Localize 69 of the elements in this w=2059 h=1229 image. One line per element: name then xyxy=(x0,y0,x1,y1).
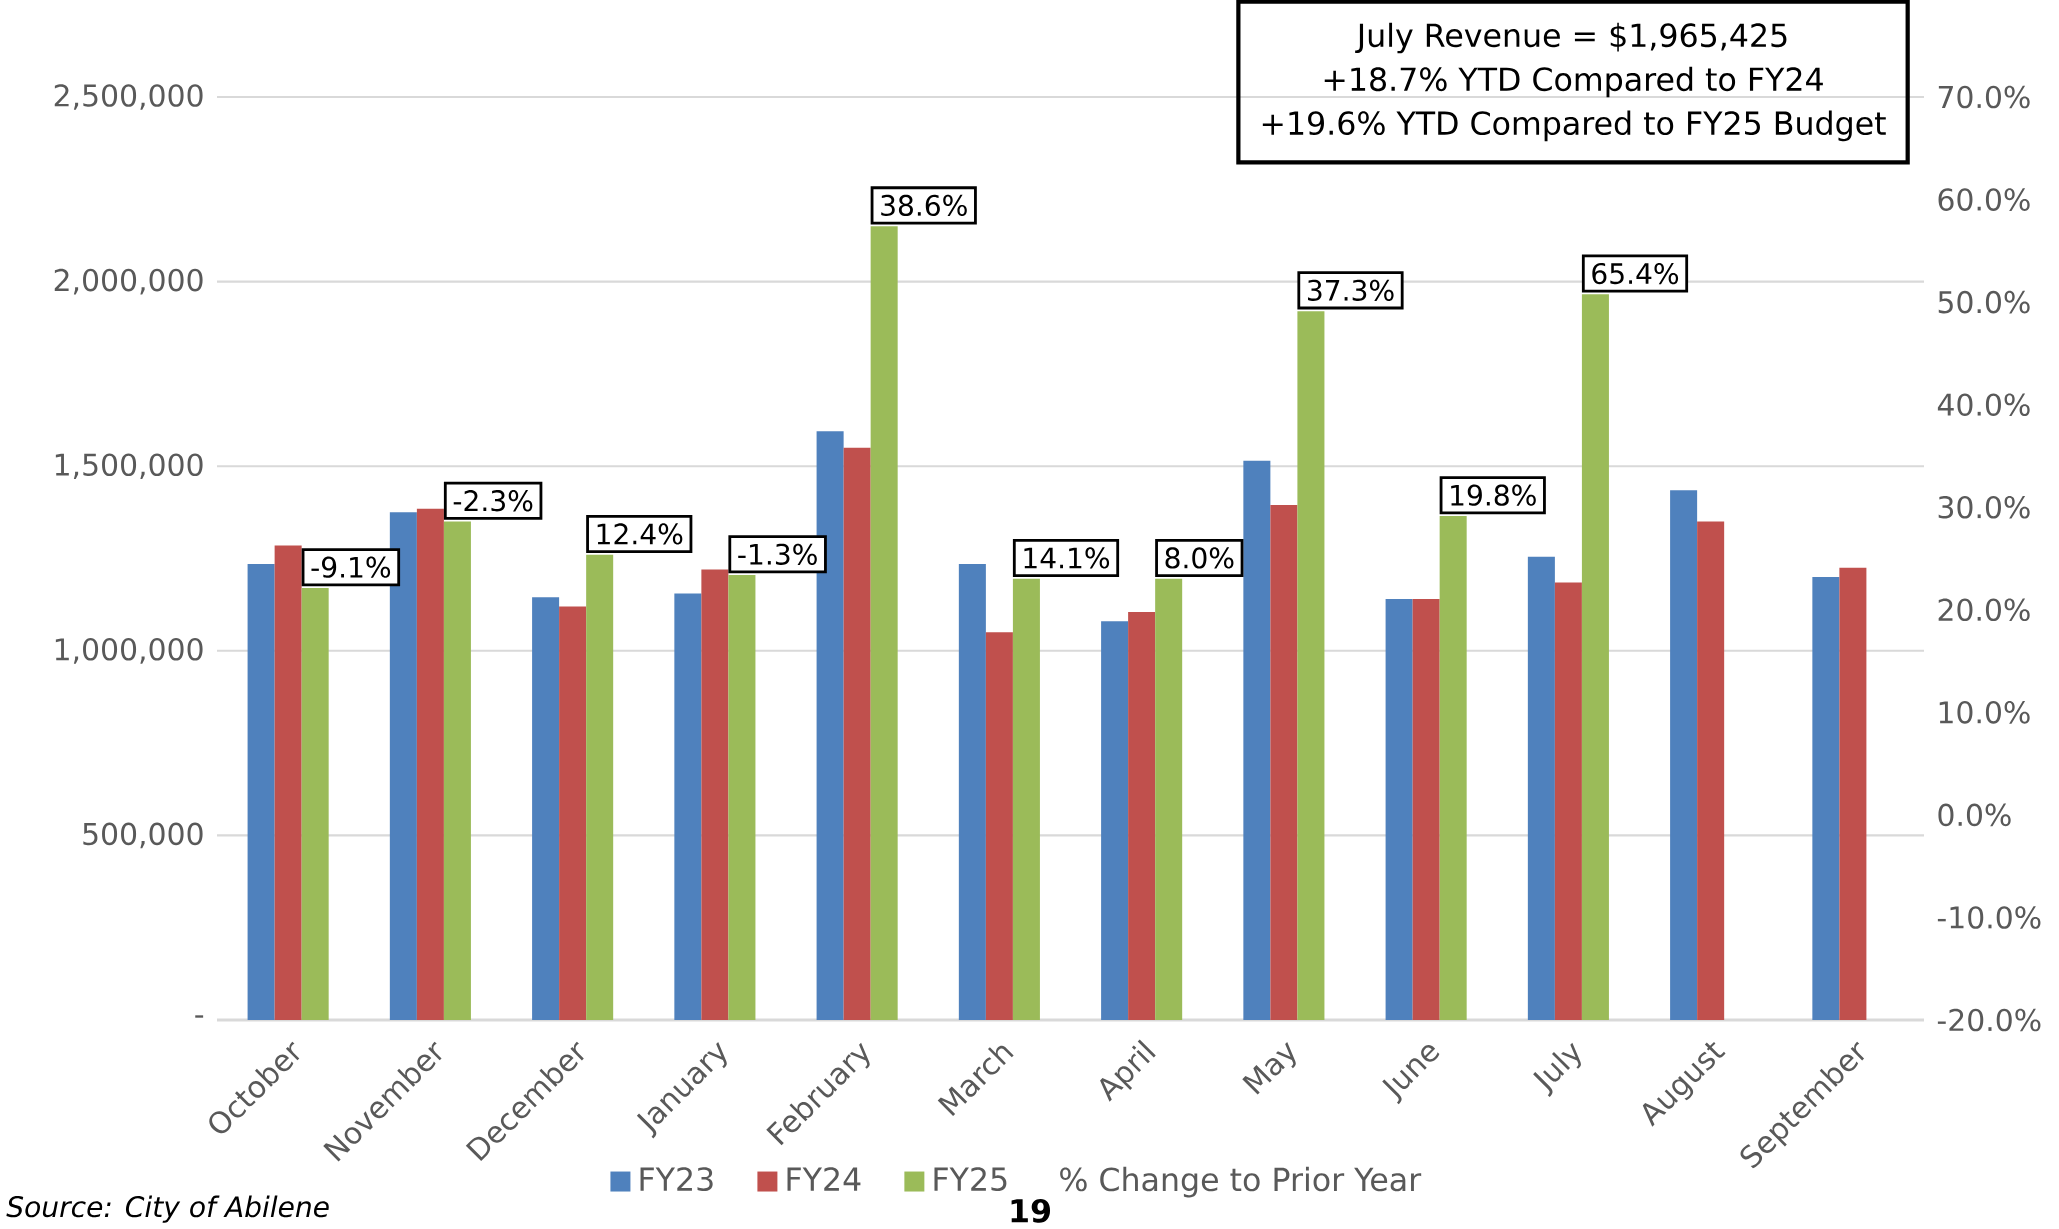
bar xyxy=(274,545,302,1020)
bar xyxy=(1128,612,1156,1020)
bar xyxy=(1581,294,1609,1020)
annotation: 19.8% xyxy=(1451,484,1536,506)
text: 19 xyxy=(1011,1198,1051,1223)
annotation: -9.1% xyxy=(311,556,391,578)
bar xyxy=(532,597,560,1020)
annotation: 14.1% xyxy=(1024,547,1110,569)
bar xyxy=(985,632,1013,1020)
y2-tick-label: 30.0% xyxy=(1938,495,2030,519)
bar xyxy=(559,606,587,1020)
bar xyxy=(870,226,898,1020)
bar xyxy=(247,564,275,1020)
bar xyxy=(389,512,417,1020)
y2-tick-label: 60.0% xyxy=(1938,188,2030,211)
bar xyxy=(1101,621,1129,1020)
bar xyxy=(1412,599,1440,1020)
y2-tick-label: 20.0% xyxy=(1938,598,2030,622)
annotation: +19.6% YTD Compared to FY25 Budget xyxy=(1262,110,1886,142)
bar xyxy=(1839,567,1867,1020)
text: Source: City of Abilene xyxy=(6,1195,329,1223)
y-tick-label: 2,500,000 xyxy=(54,84,203,110)
bar xyxy=(301,588,329,1020)
annotation: +18.7% YTD Compared to FY24 xyxy=(1324,66,1823,98)
bar xyxy=(1527,556,1555,1020)
y2-tick-label: 40.0% xyxy=(1937,393,2030,416)
annotation: 37.3% xyxy=(1307,279,1394,301)
annotation: 8.0% xyxy=(1165,547,1234,569)
legend-label: FY23 xyxy=(640,1167,713,1192)
annotation: 38.6% xyxy=(881,194,967,217)
bar xyxy=(1670,490,1698,1020)
bar xyxy=(1697,521,1725,1020)
annotation: -2.3% xyxy=(453,490,533,512)
y-tick-label: 1,500,000 xyxy=(55,453,203,480)
bar xyxy=(1243,460,1271,1020)
y2-tick-label: 0.0% xyxy=(1938,803,2011,827)
bar xyxy=(1554,582,1582,1020)
bar xyxy=(843,447,871,1020)
y2-tick-label: -20.0% xyxy=(1937,1008,2041,1032)
bar xyxy=(1812,576,1840,1020)
y-tick-label: - xyxy=(195,1015,204,1018)
bar xyxy=(728,575,756,1020)
bar xyxy=(1270,504,1298,1020)
annotation: -1.3% xyxy=(738,543,817,565)
bar xyxy=(586,554,614,1020)
text: July Revenue = $1,965,425 xyxy=(1355,22,1787,54)
text: % Change to Prior Year xyxy=(1060,1166,1422,1198)
annotation: 12.4% xyxy=(597,523,683,545)
bar xyxy=(443,521,471,1020)
bar xyxy=(1155,578,1183,1020)
legend-label: FY25 xyxy=(934,1167,1007,1192)
y2-tick-label: -10.0% xyxy=(1937,906,2041,929)
bar xyxy=(674,593,702,1020)
y-tick-label: 500,000 xyxy=(83,822,203,849)
bar xyxy=(1385,599,1413,1020)
bar xyxy=(701,569,729,1020)
legend-label: FY24 xyxy=(787,1167,861,1191)
bar xyxy=(1012,578,1040,1020)
y-tick-label: 2,000,000 xyxy=(54,268,203,295)
annotation: 65.4% xyxy=(1592,262,1679,285)
y-tick-label: 1,000,000 xyxy=(55,638,203,664)
y2-tick-label: 50.0% xyxy=(1938,290,2030,314)
bar xyxy=(416,508,444,1020)
bar xyxy=(1439,516,1467,1020)
bar xyxy=(1297,311,1325,1020)
bar xyxy=(958,564,986,1020)
y2-tick-label: 10.0% xyxy=(1939,701,2030,724)
y2-tick-label: 70.0% xyxy=(1938,85,2030,109)
bar xyxy=(816,431,844,1020)
